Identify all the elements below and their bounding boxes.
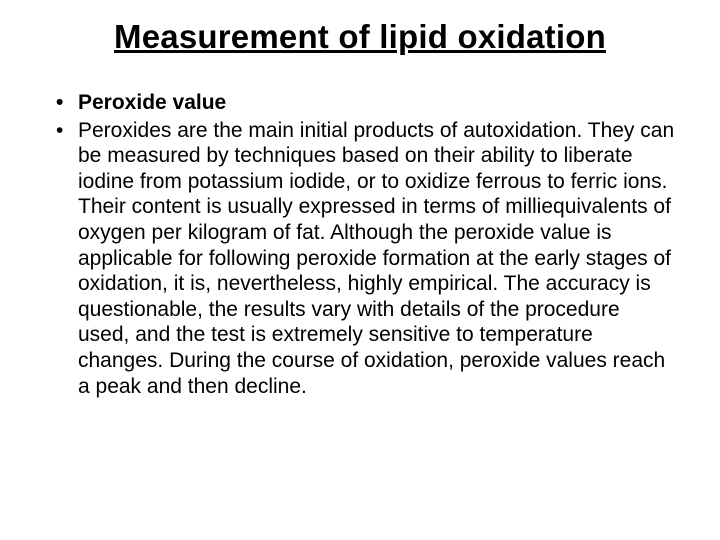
bullet-list: Peroxide value Peroxides are the main in… [44,90,676,399]
bullet-text: Peroxide value [78,91,226,114]
list-item: Peroxide value [78,90,676,116]
list-item: Peroxides are the main initial products … [78,118,676,400]
slide-title: Measurement of lipid oxidation [44,18,676,56]
slide: Measurement of lipid oxidation Peroxide … [0,0,720,540]
bullet-text: Peroxides are the main initial products … [78,119,674,398]
